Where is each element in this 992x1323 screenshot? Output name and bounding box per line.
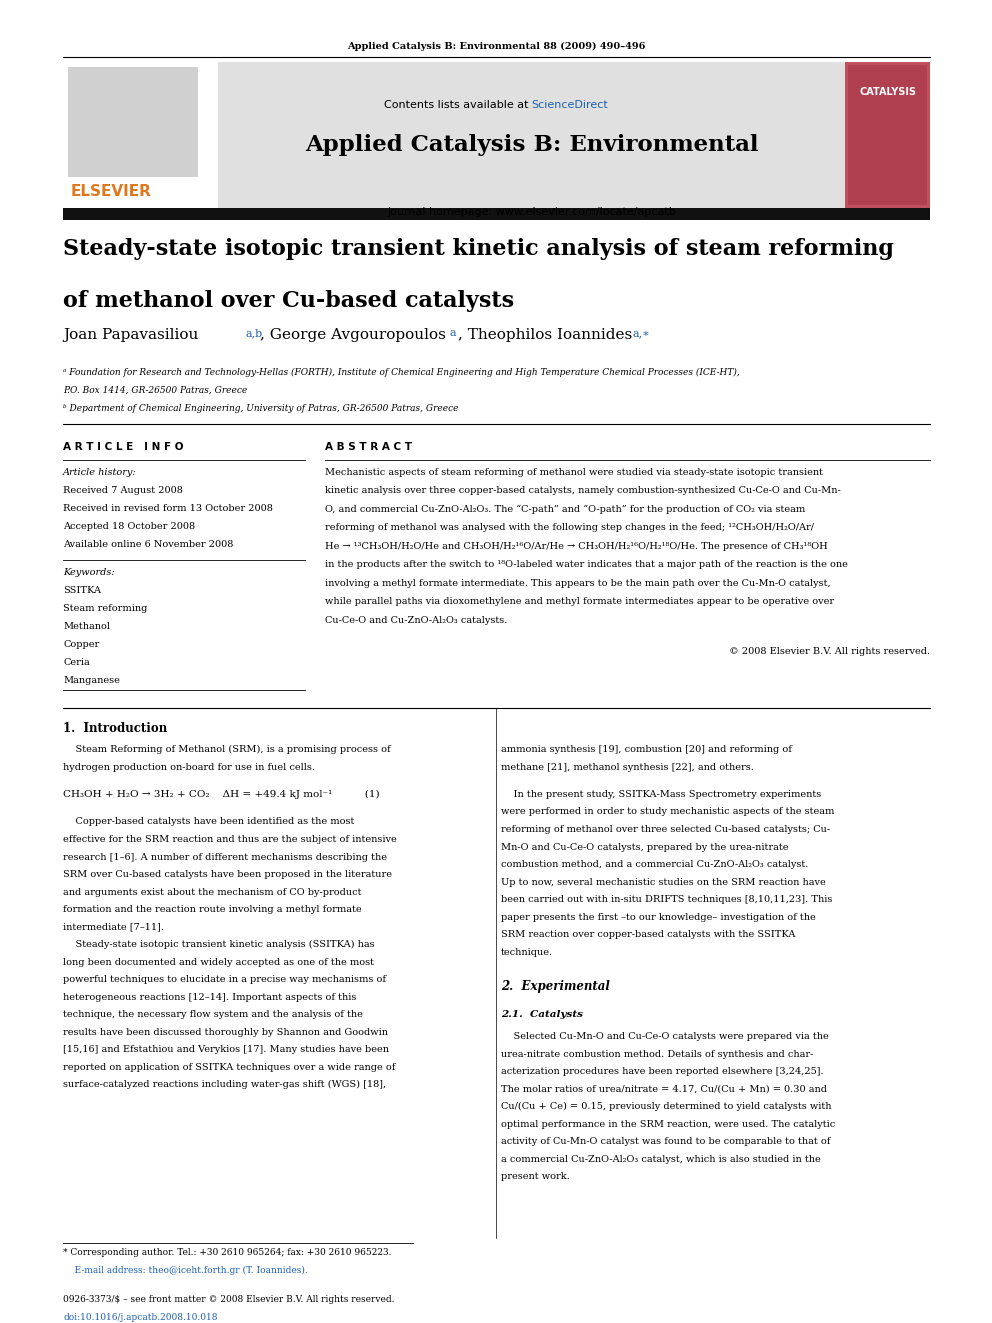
Text: Steam reforming: Steam reforming (63, 605, 148, 613)
Text: powerful techniques to elucidate in a precise way mechanisms of: powerful techniques to elucidate in a pr… (63, 975, 386, 984)
Text: [15,16] and Efstathiou and Verykios [17]. Many studies have been: [15,16] and Efstathiou and Verykios [17]… (63, 1045, 389, 1054)
Text: in the products after the switch to ¹⁸O-labeled water indicates that a major pat: in the products after the switch to ¹⁸O-… (325, 561, 848, 569)
Text: kinetic analysis over three copper-based catalysts, namely combustion-synthesize: kinetic analysis over three copper-based… (325, 487, 841, 496)
Text: intermediate [7–11].: intermediate [7–11]. (63, 922, 164, 931)
Text: present work.: present work. (501, 1172, 569, 1181)
Text: optimal performance in the SRM reaction, were used. The catalytic: optimal performance in the SRM reaction,… (501, 1119, 835, 1129)
Bar (63, 62, 218, 208)
Text: methane [21], methanol synthesis [22], and others.: methane [21], methanol synthesis [22], a… (501, 762, 754, 771)
Text: 2.  Experimental: 2. Experimental (501, 980, 610, 994)
Text: a commercial Cu-ZnO-Al₂O₃ catalyst, which is also studied in the: a commercial Cu-ZnO-Al₂O₃ catalyst, whic… (501, 1155, 820, 1163)
Text: ScienceDirect: ScienceDirect (532, 101, 608, 110)
Text: journal homepage: www.elsevier.com/locate/apcatb: journal homepage: www.elsevier.com/locat… (387, 206, 676, 217)
Text: Joan Papavasiliou: Joan Papavasiliou (63, 328, 203, 343)
Text: A B S T R A C T: A B S T R A C T (325, 442, 412, 452)
Text: © 2008 Elsevier B.V. All rights reserved.: © 2008 Elsevier B.V. All rights reserved… (729, 647, 930, 655)
Text: 2.1.  Catalysts: 2.1. Catalysts (501, 1009, 583, 1019)
Bar (218, 62, 845, 208)
Text: technique, the necessary flow system and the analysis of the: technique, the necessary flow system and… (63, 1009, 363, 1019)
Text: A R T I C L E   I N F O: A R T I C L E I N F O (63, 442, 184, 452)
Bar (63, 208, 930, 220)
Text: Mechanistic aspects of steam reforming of methanol were studied via steady-state: Mechanistic aspects of steam reforming o… (325, 468, 823, 478)
Text: ᵇ Department of Chemical Engineering, University of Patras, GR-26500 Patras, Gre: ᵇ Department of Chemical Engineering, Un… (63, 404, 458, 413)
Text: Steam Reforming of Methanol (SRM), is a promising process of: Steam Reforming of Methanol (SRM), is a … (63, 745, 391, 754)
Bar (68, 67, 198, 177)
Text: Received in revised form 13 October 2008: Received in revised form 13 October 2008 (63, 504, 273, 513)
Text: Article history:: Article history: (63, 468, 137, 478)
Text: a: a (449, 328, 455, 337)
Text: doi:10.1016/j.apcatb.2008.10.018: doi:10.1016/j.apcatb.2008.10.018 (63, 1312, 217, 1322)
Text: research [1–6]. A number of different mechanisms describing the: research [1–6]. A number of different me… (63, 852, 387, 861)
Text: paper presents the first –to our knowledge– investigation of the: paper presents the first –to our knowled… (501, 913, 815, 922)
Text: Steady-state isotopic transient kinetic analysis of steam reforming: Steady-state isotopic transient kinetic … (63, 238, 894, 261)
Text: were performed in order to study mechanistic aspects of the steam: were performed in order to study mechani… (501, 807, 834, 816)
Text: of methanol over Cu-based catalysts: of methanol over Cu-based catalysts (63, 290, 514, 312)
Text: ammonia synthesis [19], combustion [20] and reforming of: ammonia synthesis [19], combustion [20] … (501, 745, 792, 754)
Text: urea-nitrate combustion method. Details of synthesis and char-: urea-nitrate combustion method. Details … (501, 1049, 813, 1058)
Text: heterogeneous reactions [12–14]. Important aspects of this: heterogeneous reactions [12–14]. Importa… (63, 992, 356, 1002)
Text: SRM reaction over copper-based catalysts with the SSITKA: SRM reaction over copper-based catalysts… (501, 930, 796, 939)
Text: reforming of methanol over three selected Cu-based catalysts; Cu-: reforming of methanol over three selecte… (501, 826, 830, 833)
Text: Cu/(Cu + Ce) = 0.15, previously determined to yield catalysts with: Cu/(Cu + Ce) = 0.15, previously determin… (501, 1102, 831, 1111)
Text: results have been discussed thoroughly by Shannon and Goodwin: results have been discussed thoroughly b… (63, 1028, 388, 1036)
Text: P.O. Box 1414, GR-26500 Patras, Greece: P.O. Box 1414, GR-26500 Patras, Greece (63, 386, 247, 396)
Text: reported on application of SSITKA techniques over a wide range of: reported on application of SSITKA techni… (63, 1062, 396, 1072)
Text: technique.: technique. (501, 947, 554, 957)
Text: Manganese: Manganese (63, 676, 120, 685)
Text: Available online 6 November 2008: Available online 6 November 2008 (63, 540, 233, 549)
Text: Copper: Copper (63, 640, 99, 650)
Text: CH₃OH + H₂O → 3H₂ + CO₂    ΔH = +49.4 kJ mol⁻¹          (1): CH₃OH + H₂O → 3H₂ + CO₂ ΔH = +49.4 kJ mo… (63, 790, 380, 799)
Text: Mn-O and Cu-Ce-O catalysts, prepared by the urea-nitrate: Mn-O and Cu-Ce-O catalysts, prepared by … (501, 843, 789, 852)
Text: ELSEVIER: ELSEVIER (71, 184, 152, 198)
Text: 0926-3373/$ – see front matter © 2008 Elsevier B.V. All rights reserved.: 0926-3373/$ – see front matter © 2008 El… (63, 1295, 395, 1304)
Text: and arguments exist about the mechanism of CO by-product: and arguments exist about the mechanism … (63, 888, 361, 897)
Text: 1.  Introduction: 1. Introduction (63, 722, 168, 736)
Text: Keywords:: Keywords: (63, 568, 115, 577)
Text: effective for the SRM reaction and thus are the subject of intensive: effective for the SRM reaction and thus … (63, 835, 397, 844)
Text: , Theophilos Ioannides: , Theophilos Ioannides (458, 328, 637, 343)
Text: while parallel paths via dioxomethylene and methyl formate intermediates appear : while parallel paths via dioxomethylene … (325, 598, 834, 606)
Text: * Corresponding author. Tel.: +30 2610 965264; fax: +30 2610 965223.: * Corresponding author. Tel.: +30 2610 9… (63, 1248, 392, 1257)
Bar (848, 65, 927, 205)
Text: He → ¹³CH₃OH/H₂O/He and CH₃OH/H₂¹⁶O/Ar/He → CH₃OH/H₂¹⁶O/H₂¹⁸O/He. The presence o: He → ¹³CH₃OH/H₂O/He and CH₃OH/H₂¹⁶O/Ar/H… (325, 542, 827, 550)
Text: Contents lists available at: Contents lists available at (384, 101, 532, 110)
Text: surface-catalyzed reactions including water-gas shift (WGS) [18],: surface-catalyzed reactions including wa… (63, 1080, 386, 1089)
Text: E-mail address: theo@iceht.forth.gr (T. Ioannides).: E-mail address: theo@iceht.forth.gr (T. … (63, 1266, 308, 1275)
Text: combustion method, and a commercial Cu-ZnO-Al₂O₃ catalyst.: combustion method, and a commercial Cu-Z… (501, 860, 808, 869)
Text: Received 7 August 2008: Received 7 August 2008 (63, 486, 183, 495)
Text: , George Avgouropoulos: , George Avgouropoulos (260, 328, 450, 343)
Text: Methanol: Methanol (63, 622, 110, 631)
Text: CATALYSIS: CATALYSIS (859, 87, 916, 97)
Text: SRM over Cu-based catalysts have been proposed in the literature: SRM over Cu-based catalysts have been pr… (63, 871, 392, 878)
Text: Steady-state isotopic transient kinetic analysis (SSITKA) has: Steady-state isotopic transient kinetic … (63, 941, 375, 949)
Text: Copper-based catalysts have been identified as the most: Copper-based catalysts have been identif… (63, 818, 354, 827)
Text: Cu-Ce-O and Cu-ZnO-Al₂O₃ catalysts.: Cu-Ce-O and Cu-ZnO-Al₂O₃ catalysts. (325, 617, 507, 624)
Text: hydrogen production on-board for use in fuel cells.: hydrogen production on-board for use in … (63, 762, 315, 771)
Text: formation and the reaction route involving a methyl formate: formation and the reaction route involvi… (63, 905, 362, 914)
Text: Selected Cu-Mn-O and Cu-Ce-O catalysts were prepared via the: Selected Cu-Mn-O and Cu-Ce-O catalysts w… (501, 1032, 828, 1041)
Text: ᵃ Foundation for Research and Technology-Hellas (FORTH), Institute of Chemical E: ᵃ Foundation for Research and Technology… (63, 368, 740, 377)
Text: a,b: a,b (245, 328, 262, 337)
Text: Applied Catalysis B: Environmental: Applied Catalysis B: Environmental (305, 134, 758, 156)
Text: SSITKA: SSITKA (63, 586, 101, 595)
Text: acterization procedures have been reported elsewhere [3,24,25].: acterization procedures have been report… (501, 1068, 823, 1076)
Text: Applied Catalysis B: Environmental 88 (2009) 490–496: Applied Catalysis B: Environmental 88 (2… (347, 42, 645, 52)
Text: Up to now, several mechanistic studies on the SRM reaction have: Up to now, several mechanistic studies o… (501, 877, 825, 886)
Text: been carried out with in-situ DRIFTS techniques [8,10,11,23]. This: been carried out with in-situ DRIFTS tec… (501, 894, 832, 904)
Text: O, and commercial Cu-ZnO-Al₂O₃. The “C-path” and “O-path” for the production of : O, and commercial Cu-ZnO-Al₂O₃. The “C-p… (325, 505, 806, 515)
Text: Accepted 18 October 2008: Accepted 18 October 2008 (63, 523, 195, 531)
Text: The molar ratios of urea/nitrate = 4.17, Cu/(Cu + Mn) = 0.30 and: The molar ratios of urea/nitrate = 4.17,… (501, 1085, 827, 1094)
Text: long been documented and widely accepted as one of the most: long been documented and widely accepted… (63, 958, 374, 967)
Bar (845, 62, 930, 208)
Text: a,∗: a,∗ (632, 328, 650, 337)
Text: Ceria: Ceria (63, 658, 89, 667)
Text: reforming of methanol was analysed with the following step changes in the feed; : reforming of methanol was analysed with … (325, 524, 814, 532)
Text: involving a methyl formate intermediate. This appears to be the main path over t: involving a methyl formate intermediate.… (325, 579, 830, 587)
Text: activity of Cu-Mn-O catalyst was found to be comparable to that of: activity of Cu-Mn-O catalyst was found t… (501, 1136, 830, 1146)
Text: In the present study, SSITKA-Mass Spectrometry experiments: In the present study, SSITKA-Mass Spectr… (501, 790, 821, 799)
